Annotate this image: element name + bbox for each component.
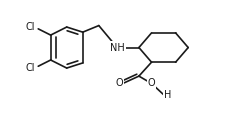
Text: Cl: Cl xyxy=(25,22,34,32)
Text: Cl: Cl xyxy=(25,63,34,73)
Text: O: O xyxy=(115,78,122,88)
Text: NH: NH xyxy=(109,43,124,53)
Text: O: O xyxy=(147,78,155,88)
Text: H: H xyxy=(163,90,171,100)
